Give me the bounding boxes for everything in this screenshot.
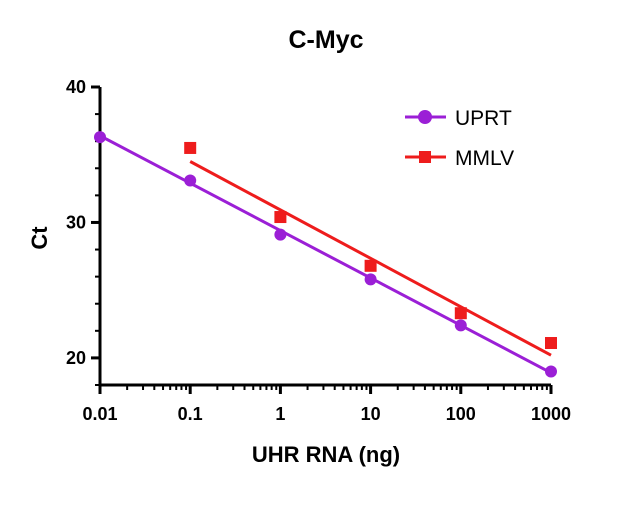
chart-marks [94,131,557,378]
mmlv-fit-line [189,160,552,357]
y-tick-label: 30 [66,212,86,232]
x-axis-label: UHR RNA (ng) [252,442,400,467]
uprt-point [184,174,197,187]
x-tick-label: 10 [361,404,381,424]
x-tick-label: 0.01 [82,404,117,424]
y-axis-label: Ct [27,226,52,250]
axes: 20 30 40 0.01 0.1 1 10 100 1000 [66,77,571,424]
legend-marker-uprt [418,110,432,124]
x-tick-label: 1 [275,404,285,424]
uprt-fit-line [99,134,552,375]
mmlv-point [274,211,287,224]
mmlv-point [364,259,377,272]
uprt-point [364,273,377,286]
legend-label-mmlv: MMLV [455,147,514,170]
legend-label-uprt: UPRT [455,107,512,130]
legend: UPRT MMLV [405,107,514,170]
mmlv-point [545,337,557,350]
x-tick-label: 1000 [531,404,571,424]
mmlv-point [454,307,467,320]
chart-title: C-Myc [288,26,363,54]
uprt-point [94,131,106,144]
uprt-point [274,228,287,241]
x-tick-label: 0.1 [178,404,203,424]
y-tick-label: 20 [66,348,86,368]
x-tick-label: 100 [446,404,476,424]
y-tick-label: 40 [66,77,86,97]
uprt-point [545,365,557,378]
legend-marker-mmlv [419,151,431,163]
mmlv-point [184,141,197,154]
uprt-point [454,319,467,332]
